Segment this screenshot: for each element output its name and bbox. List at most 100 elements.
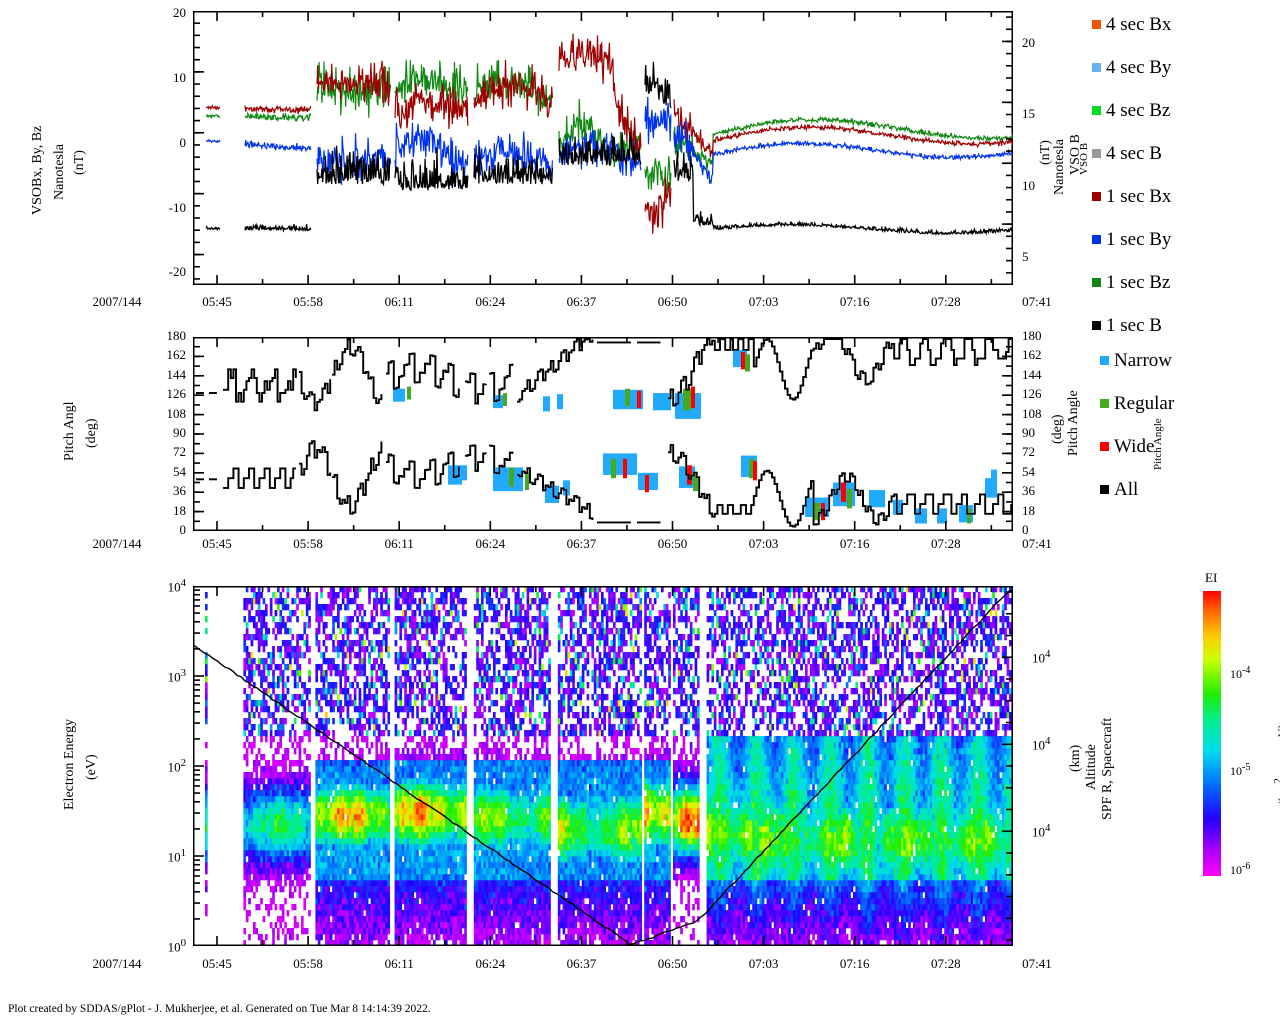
panel3-y2tick-label: 104 — [1032, 735, 1051, 753]
colorbar-tick-1e-4: 10-4 — [1230, 665, 1251, 681]
panel2-ytick-labels-right: 0 18 36 54 72 90 108 126 144 162 180 — [1018, 326, 1078, 556]
xtick-label: 06:24 — [475, 536, 506, 551]
panel3-date-label: 2007/144 — [92, 956, 142, 971]
xtick-label: 06:37 — [566, 956, 597, 971]
legend-item[interactable]: 1 sec Bx — [1092, 186, 1171, 208]
panel1-ytick-n10: -10 — [168, 200, 186, 215]
legend-label: 4 sec By — [1106, 57, 1172, 78]
panel2-ytick-label: 36 — [1022, 483, 1035, 499]
panel2-ytick-label: 18 — [1022, 502, 1035, 518]
legend: 4 sec Bx 4 sec By 4 sec Bz 4 sec B 1 sec Bx 1… — [1084, 10, 1274, 520]
panel2-ytick-label: 162 — [166, 347, 187, 363]
xtick-label: 07:16 — [839, 294, 870, 309]
panel1-y2tick-10: 10 — [1022, 178, 1035, 193]
xtick-label: 06:11 — [384, 536, 414, 551]
panel2-ytick-labels-left: 0 18 36 54 72 90 108 126 144 162 180 — [0, 326, 190, 556]
legend-item[interactable]: 4 sec By — [1092, 57, 1171, 79]
xtick-label: 07:41 — [1022, 956, 1052, 971]
panel2-ytick-label: 144 — [166, 366, 187, 382]
colorbar-tick-1e-6: 10-6 — [1230, 861, 1251, 877]
legend-label: 1 sec By — [1106, 229, 1172, 250]
legend-swatch-icon — [1100, 399, 1109, 408]
panel1-ytick-n20: -20 — [168, 264, 186, 279]
panel2-date-label: 2007/144 — [92, 536, 142, 551]
legend-group1-label: VSO B — [1078, 142, 1090, 175]
colorbar-title: EI — [1205, 570, 1218, 585]
panel3-ytick-labels-left: 100 101 102 103 104 — [0, 575, 190, 975]
legend-item[interactable]: Wide — [1100, 436, 1154, 458]
panel2-ytick-label: 54 — [1022, 463, 1035, 479]
legend-label: 4 sec B — [1106, 143, 1162, 164]
xtick-label: 05:45 — [202, 294, 232, 309]
xtick-label: 06:24 — [475, 294, 506, 309]
xtick-label: 07:03 — [748, 294, 779, 309]
panel2-ytick-label: 108 — [1022, 405, 1042, 421]
xtick-label: 06:11 — [384, 956, 414, 971]
panel3-y2label-line3: (km) — [1068, 744, 1083, 772]
panel2-ytick-label: 72 — [173, 444, 186, 460]
panel1-ytick-0: 0 — [179, 135, 187, 150]
xtick-label: 06:50 — [657, 956, 688, 971]
xtick-label: 05:45 — [202, 956, 232, 971]
legend-swatch-icon — [1092, 63, 1101, 72]
panel1-y2label-line3: (nT) — [1038, 140, 1053, 165]
legend-swatch-icon — [1092, 278, 1101, 287]
panel2-ytick-label: 180 — [166, 328, 187, 343]
panel3-y2label-line2: Altitude — [1084, 744, 1099, 790]
xtick-label: 07:41 — [1022, 294, 1052, 309]
panel2-ytick-label: 18 — [173, 502, 186, 518]
xtick-label: 07:28 — [930, 294, 961, 309]
legend-label: 1 sec B — [1106, 315, 1162, 336]
panel2-y2label-line2: (deg) — [1050, 414, 1065, 444]
colorbar: EI 10-4 10-5 10-6 ergs/(cm2-sr-sec-eV) — [1185, 570, 1280, 930]
xtick-label: 05:58 — [293, 294, 323, 309]
plot-caption: Plot created by SDDAS/gPlot - J. Mukherj… — [8, 1003, 431, 1015]
panel1-ytick-20: 20 — [173, 5, 186, 20]
panel2-ytick-label: 72 — [1022, 444, 1035, 460]
xtick-label: 06:37 — [566, 536, 597, 551]
panel1-ylabel: VSOBx, By, Bz — [30, 125, 45, 215]
xtick-label: 05:58 — [293, 536, 323, 551]
legend-swatch-icon — [1092, 20, 1101, 29]
panel3-ytick-label: 103 — [167, 667, 186, 685]
xtick-label: 06:24 — [475, 956, 506, 971]
legend-item[interactable]: 4 sec Bz — [1092, 100, 1170, 122]
xtick-label: 07:16 — [839, 536, 870, 551]
legend-label: Wide — [1114, 436, 1155, 457]
panel3-ytick-label: 100 — [167, 937, 186, 955]
panel2-ytick-label: 0 — [1022, 522, 1029, 537]
legend-swatch-icon — [1100, 356, 1109, 365]
legend-label: Narrow — [1114, 350, 1173, 371]
legend-swatch-icon — [1100, 485, 1109, 494]
legend-item[interactable]: Narrow — [1100, 350, 1172, 372]
panel3-ytick-label: 102 — [167, 757, 186, 775]
legend-item[interactable]: 4 sec Bx — [1092, 14, 1171, 36]
panel-magnetic-field: VSOBx, By, Bz Nanotesla (nT) 20 10 0 -10… — [0, 0, 1083, 320]
legend-item[interactable]: 4 sec B — [1092, 143, 1162, 165]
panel1-plot — [193, 11, 1013, 285]
xtick-label: 06:11 — [384, 294, 414, 309]
panel3-y2label: SPF R, Spacecraft — [1100, 717, 1115, 820]
panel2-ytick-label: 108 — [166, 405, 187, 421]
legend-item[interactable]: 1 sec Bz — [1092, 272, 1170, 294]
panel2-ytick-label: 144 — [1022, 366, 1042, 382]
panel1-y2label-line2: Nanotesla — [1052, 139, 1067, 195]
legend-group2-label: Pitch Angle — [1152, 418, 1164, 470]
legend-label: 1 sec Bz — [1106, 272, 1171, 293]
panel1-xaxis-labels: 05:45 05:58 06:11 06:24 06:37 06:50 07:03 07:16… — [0, 294, 1080, 314]
panel1-y2tick-15: 15 — [1022, 106, 1035, 121]
legend-item[interactable]: Regular — [1100, 393, 1174, 415]
legend-label: 4 sec Bz — [1106, 100, 1171, 121]
legend-item[interactable]: 1 sec B — [1092, 315, 1162, 337]
legend-item[interactable]: 1 sec By — [1092, 229, 1171, 251]
legend-label: Regular — [1114, 393, 1175, 414]
panel2-ytick-label: 162 — [1022, 347, 1042, 363]
panel2-ytick-label: 90 — [173, 425, 186, 440]
panel-pitch-angle: Pitch Angl (deg) 0 18 36 54 72 90 108 126 144 162… — [0, 326, 1081, 556]
colorbar-units: ergs/(cm2-sr-sec-eV) — [1273, 724, 1280, 826]
xtick-label: 07:03 — [748, 536, 779, 551]
panel2-y2label: Pitch Angle — [1066, 390, 1081, 456]
xtick-label: 05:45 — [202, 536, 232, 551]
xtick-label: 06:50 — [657, 536, 688, 551]
legend-item[interactable]: All — [1100, 479, 1138, 501]
